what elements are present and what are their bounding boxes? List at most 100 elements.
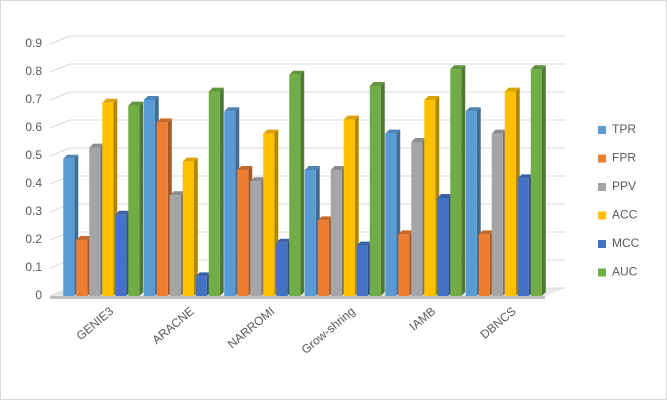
- bar: [250, 181, 262, 296]
- bar: [437, 198, 449, 296]
- bar-group: [156, 118, 172, 297]
- bar: [517, 178, 529, 296]
- bar-group: [504, 87, 520, 296]
- bar-group: [182, 157, 198, 296]
- bar: [369, 86, 381, 296]
- bar: [169, 195, 181, 296]
- legend-label: PPV: [612, 179, 636, 193]
- bar: [450, 69, 462, 296]
- bar: [343, 119, 355, 296]
- bar-top: [317, 216, 333, 221]
- bar-side: [139, 101, 144, 296]
- bar-group: [317, 216, 333, 296]
- bar-group: [102, 98, 118, 296]
- bar-group: [450, 65, 466, 296]
- bar-top: [182, 157, 198, 162]
- y-tick-label: 0.7: [25, 92, 42, 106]
- legend-swatch: [598, 268, 606, 277]
- bar: [465, 111, 477, 296]
- bar: [143, 100, 155, 296]
- bar-top: [250, 177, 266, 182]
- legend-swatch: [598, 240, 606, 248]
- bar-top: [517, 174, 533, 179]
- legend-swatch: [598, 126, 606, 134]
- bar-group: [437, 194, 453, 296]
- bar-top: [276, 238, 292, 243]
- grid-line: [49, 119, 71, 129]
- bar-top: [424, 96, 440, 100]
- legend-swatch: [598, 211, 606, 220]
- bar-top: [304, 166, 320, 170]
- bar-top: [450, 65, 466, 70]
- legend-label: MCC: [612, 236, 640, 250]
- bar-group: [465, 107, 481, 296]
- bar-top: [143, 96, 159, 100]
- legend-label: ACC: [612, 208, 638, 222]
- bar-group: [289, 70, 305, 296]
- bar: [289, 74, 301, 296]
- bar: [63, 158, 75, 296]
- y-tick-label: 0.2: [25, 232, 42, 246]
- legend-swatch: [598, 183, 606, 191]
- bar: [115, 214, 127, 296]
- bar-group: [195, 272, 211, 296]
- bar-top: [195, 272, 211, 277]
- bar-side: [193, 157, 198, 296]
- bar-group: [224, 107, 240, 296]
- bar-group: [89, 143, 105, 296]
- bar: [330, 170, 342, 296]
- bar-group: [411, 138, 427, 296]
- bar-top: [478, 230, 494, 235]
- bar-group: [143, 96, 159, 296]
- bar: [385, 133, 397, 296]
- bar-top: [208, 87, 224, 92]
- bar-group: [369, 82, 385, 296]
- bar-top: [356, 241, 372, 246]
- bar-top: [530, 65, 546, 70]
- bar-top: [102, 98, 118, 103]
- bar-group: [76, 236, 92, 296]
- bar: [224, 111, 236, 296]
- bar: [530, 69, 542, 296]
- bar: [76, 240, 88, 296]
- bar-top: [76, 236, 92, 240]
- grid-line: [49, 63, 71, 73]
- bar-group: [208, 87, 224, 296]
- bar-top: [115, 210, 131, 215]
- bar-group: [330, 166, 346, 296]
- bar-group: [491, 129, 507, 296]
- bar-top: [169, 191, 185, 196]
- bar: [424, 100, 436, 296]
- y-tick-label: 0.5: [25, 148, 42, 162]
- grid-line: [49, 91, 71, 101]
- bar: [491, 133, 503, 296]
- y-tick-label: 0: [35, 288, 42, 302]
- bar-side: [541, 65, 546, 296]
- grid-line: [49, 35, 71, 45]
- bar: [182, 161, 194, 296]
- bar-top: [156, 118, 172, 123]
- bar-top: [237, 166, 253, 170]
- y-tick-label: 0.6: [25, 120, 42, 134]
- y-tick-label: 0.8: [25, 64, 42, 78]
- bar-top: [89, 143, 105, 148]
- bar-group: [424, 96, 440, 296]
- bar-top: [343, 115, 359, 120]
- grid-line: [49, 147, 71, 157]
- bar-top: [491, 129, 507, 134]
- bar-top: [411, 138, 427, 142]
- bar-side: [380, 82, 385, 296]
- bar-group: [237, 166, 253, 296]
- bar-top: [63, 154, 79, 159]
- bar: [102, 102, 114, 296]
- bar-group: [263, 129, 279, 296]
- bar: [317, 220, 329, 296]
- y-tick-label: 0.9: [25, 36, 42, 50]
- y-tick-label: 0.4: [25, 176, 42, 190]
- bar-group: [343, 115, 359, 296]
- bar: [195, 276, 207, 296]
- bar-group: [250, 177, 266, 296]
- y-tick-label: 0.1: [25, 260, 42, 274]
- bar-group: [115, 210, 131, 296]
